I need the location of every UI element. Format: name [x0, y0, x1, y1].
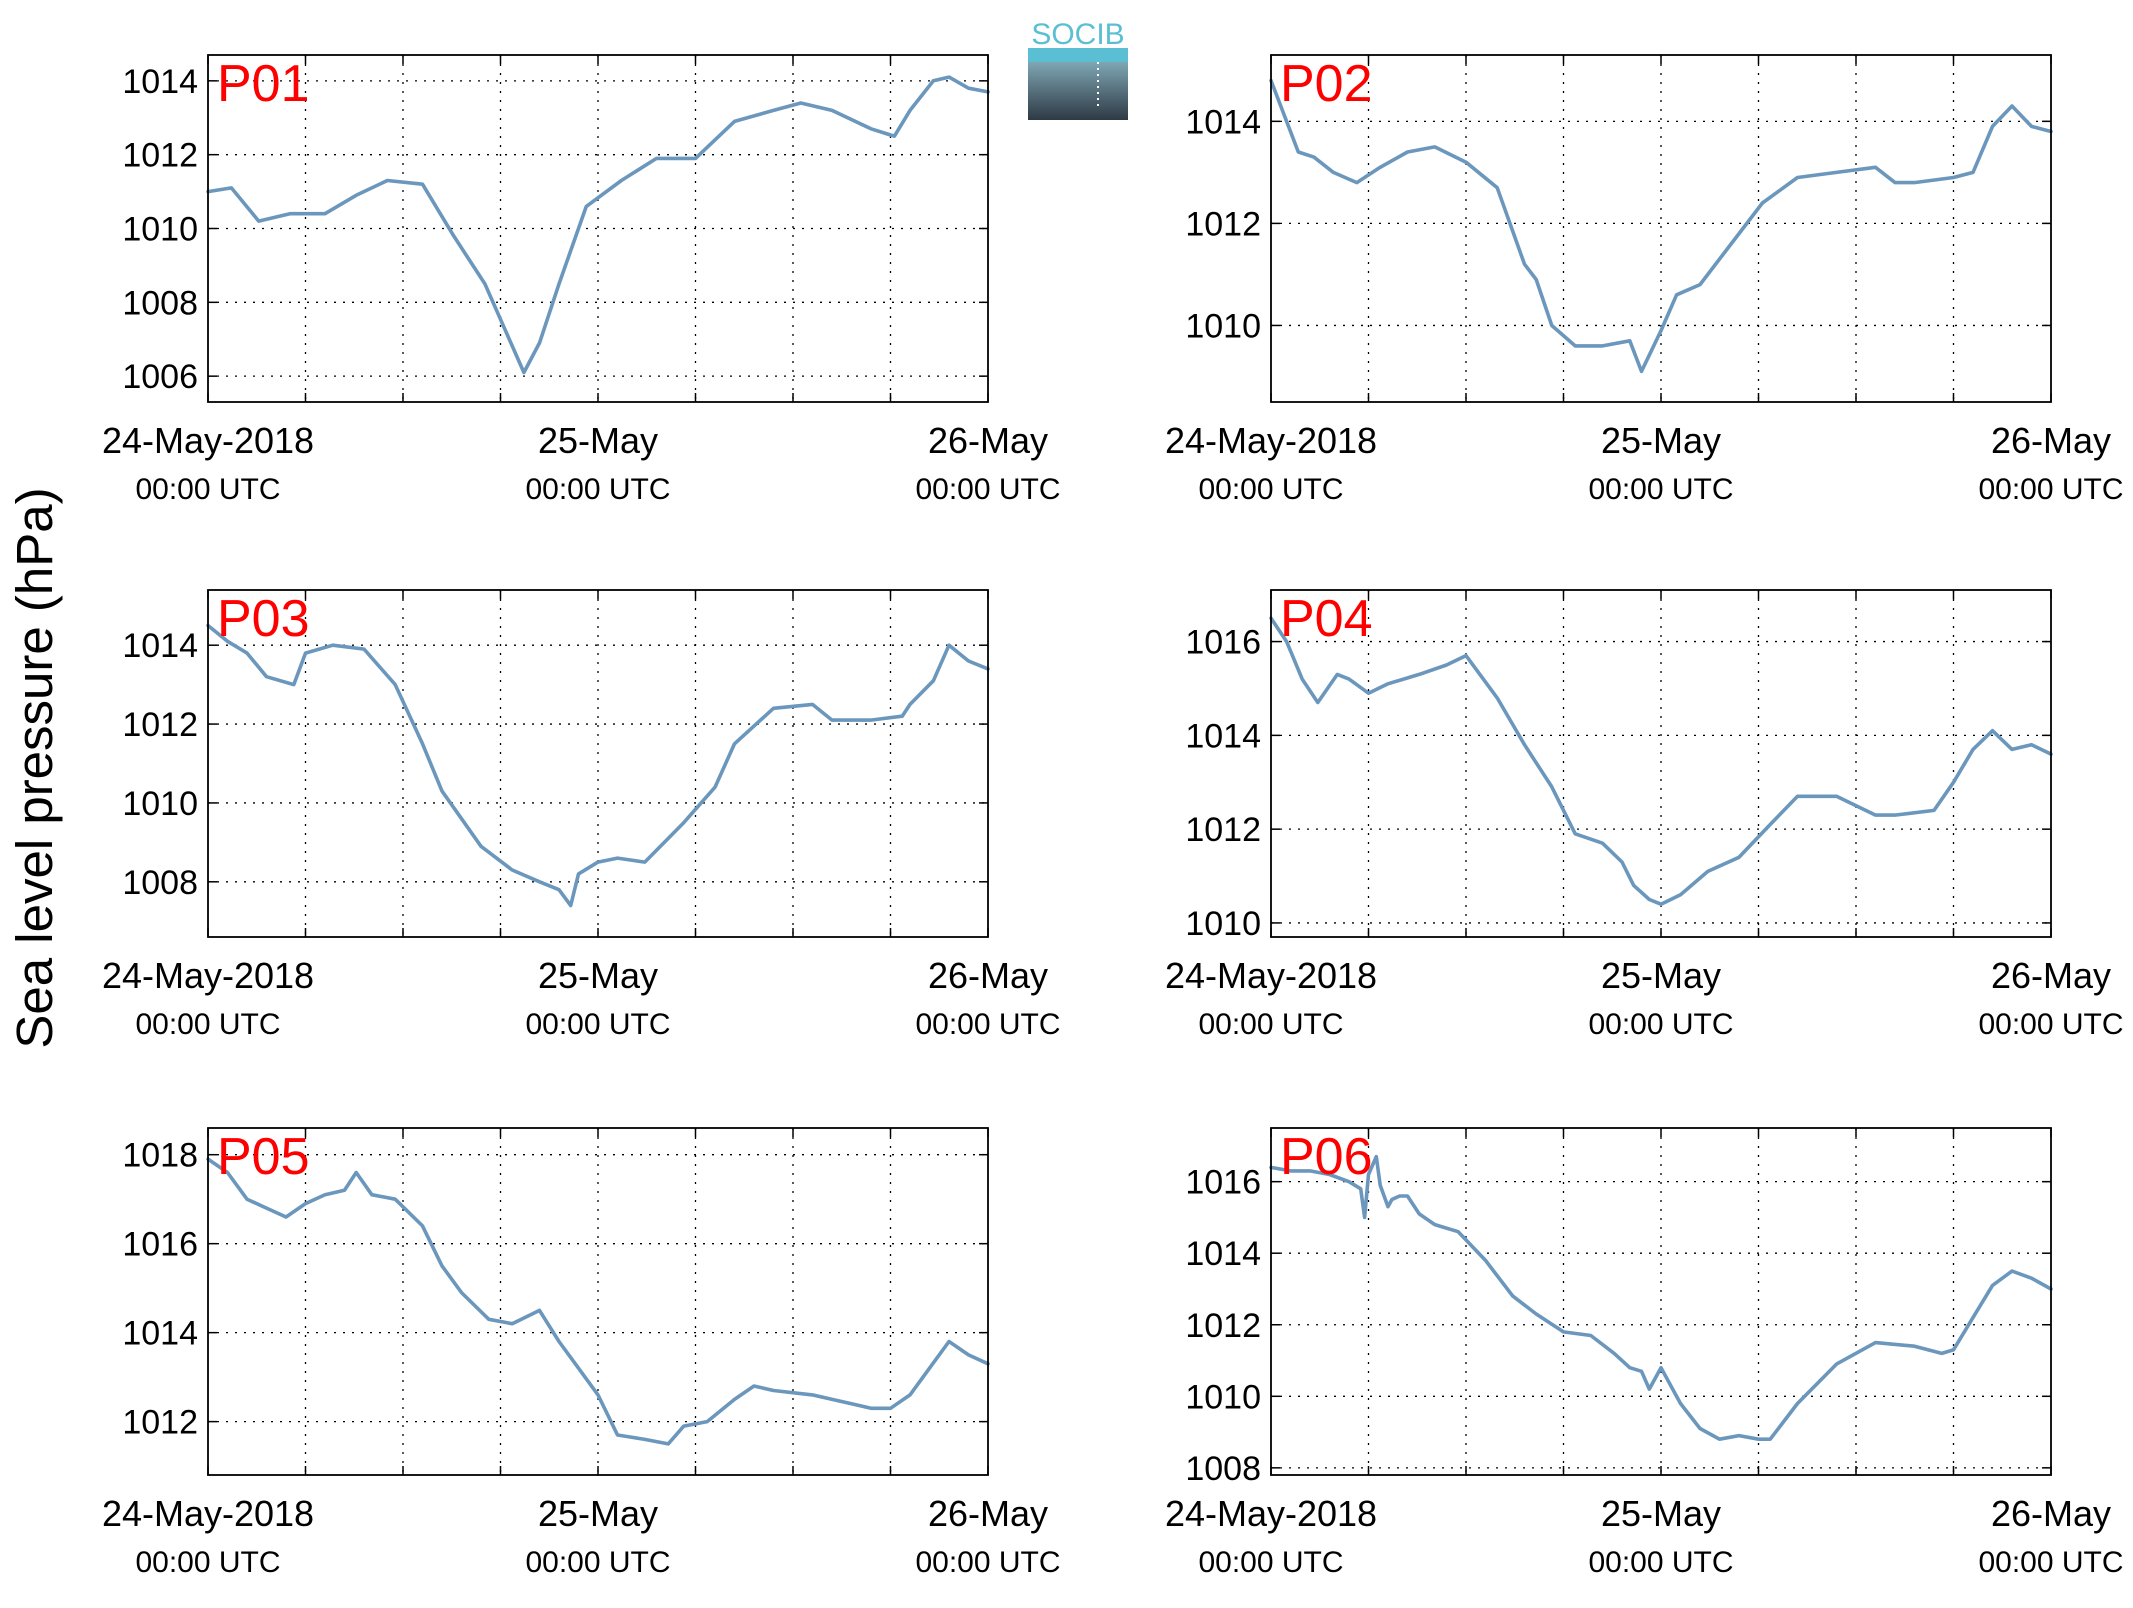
x-tick-label-date: 25-May: [538, 955, 658, 996]
series-line: [206, 623, 990, 908]
x-tick-label-time: 00:00 UTC: [915, 1546, 1060, 1579]
series-line: [1269, 78, 2053, 374]
series-line: [1269, 616, 2053, 907]
x-tick-label-time: 00:00 UTC: [135, 1546, 280, 1579]
x-tick-label-date: 26-May: [1991, 420, 2111, 461]
y-tick-label: 1018: [122, 1137, 198, 1175]
x-tick-label-date: 25-May: [1601, 955, 1721, 996]
panels: 1006 1008 1010 1012 1014 24-May-2018 00:00 UTC…: [102, 54, 2124, 1579]
x-tick-label-date: 26-May: [928, 1493, 1048, 1534]
x-tick-label-time: 00:00 UTC: [1978, 1008, 2123, 1041]
socib-logo: SOCIB: [1028, 18, 1128, 120]
panel-p02: 1010 1012 1014 24-May-2018 00:00 UTC 25-May 00…: [1165, 54, 2124, 506]
x-tick-label-date: 26-May: [928, 955, 1048, 996]
axes-frame: [1270, 1127, 2052, 1476]
x-tick-label-date: 24-May-2018: [102, 420, 314, 461]
y-tick-label: 1008: [1185, 1450, 1261, 1488]
y-tick-label: 1014: [1185, 103, 1261, 141]
y-tick-label: 1012: [1185, 205, 1261, 243]
axes-frame: [1270, 589, 2052, 938]
y-tick-label: 1014: [1185, 1235, 1261, 1273]
x-tick-label-time: 00:00 UTC: [1978, 473, 2123, 506]
y-tick-label: 1014: [122, 1315, 198, 1353]
panel-label: P04: [1280, 590, 1373, 648]
x-tick-label-date: 25-May: [538, 420, 658, 461]
panel-p05: 1012 1014 1016 1018 24-May-2018 00:00 UTC 25-M…: [102, 1127, 1061, 1579]
x-tick-label-time: 00:00 UTC: [1198, 1008, 1343, 1041]
panel-label: P03: [217, 590, 310, 648]
x-tick-label-date: 24-May-2018: [1165, 1493, 1377, 1534]
x-tick-label-time: 00:00 UTC: [915, 1008, 1060, 1041]
y-tick-label: 1010: [1185, 1378, 1261, 1416]
series-line: [206, 1157, 990, 1446]
series-line: [1269, 1154, 2053, 1441]
x-tick-label-date: 25-May: [1601, 1493, 1721, 1534]
y-tick-label: 1010: [1185, 905, 1261, 943]
x-tick-label-time: 00:00 UTC: [1588, 1008, 1733, 1041]
series-line: [206, 75, 990, 375]
panel-p03: 1008 1010 1012 1014 24-May-2018 00:00 UTC 25-M…: [102, 589, 1061, 1041]
logo-text: SOCIB: [1031, 18, 1124, 51]
axes-frame: [207, 54, 989, 403]
logo-bar-top: [1028, 48, 1128, 62]
x-tick-label-date: 24-May-2018: [102, 955, 314, 996]
panel-p01: 1006 1008 1010 1012 1014 24-May-2018 00:00 UTC…: [102, 54, 1061, 506]
y-tick-label: 1010: [1185, 307, 1261, 345]
x-tick-label-time: 00:00 UTC: [135, 1008, 280, 1041]
y-tick-label: 1006: [122, 358, 198, 396]
panel-label: P01: [217, 55, 310, 113]
x-tick-label-time: 00:00 UTC: [1588, 1546, 1733, 1579]
y-axis-label: Sea level pressure (hPa): [6, 487, 63, 1048]
axes-frame: [1270, 54, 2052, 403]
x-tick-label-time: 00:00 UTC: [1198, 473, 1343, 506]
y-tick-label: 1012: [122, 137, 198, 175]
x-tick-label-time: 00:00 UTC: [525, 1546, 670, 1579]
logo-block: [1028, 62, 1128, 120]
x-tick-label-date: 25-May: [1601, 420, 1721, 461]
x-tick-label-date: 26-May: [1991, 955, 2111, 996]
x-tick-label-time: 00:00 UTC: [1588, 473, 1733, 506]
y-tick-label: 1012: [122, 706, 198, 744]
panel-label: P02: [1280, 55, 1373, 113]
x-tick-label-time: 00:00 UTC: [1978, 1546, 2123, 1579]
x-tick-label-time: 00:00 UTC: [915, 473, 1060, 506]
x-tick-label-date: 24-May-2018: [102, 1493, 314, 1534]
x-tick-label-date: 24-May-2018: [1165, 955, 1377, 996]
y-tick-label: 1008: [122, 284, 198, 322]
y-tick-label: 1012: [122, 1404, 198, 1442]
axes-frame: [207, 1127, 989, 1476]
x-tick-label-time: 00:00 UTC: [135, 473, 280, 506]
panel-p04: 1010 1012 1014 1016 24-May-2018 00:00 UTC 25-M…: [1165, 589, 2124, 1041]
x-tick-label-date: 26-May: [928, 420, 1048, 461]
y-tick-label: 1012: [1185, 811, 1261, 849]
x-tick-label-time: 00:00 UTC: [1198, 1546, 1343, 1579]
axes-frame: [207, 589, 989, 938]
panel-label: P06: [1280, 1128, 1373, 1186]
y-tick-label: 1010: [122, 785, 198, 823]
x-tick-label-time: 00:00 UTC: [525, 1008, 670, 1041]
y-tick-label: 1014: [122, 63, 198, 101]
panel-label: P05: [217, 1128, 310, 1186]
x-tick-label-date: 25-May: [538, 1493, 658, 1534]
y-tick-label: 1016: [122, 1226, 198, 1264]
y-tick-label: 1012: [1185, 1307, 1261, 1345]
y-tick-label: 1016: [1185, 624, 1261, 662]
y-tick-label: 1016: [1185, 1164, 1261, 1202]
y-tick-label: 1014: [122, 627, 198, 665]
panel-p06: 1008 1010 1012 1014 1016 24-May-2018 00:00 UTC…: [1165, 1127, 2124, 1579]
y-tick-label: 1014: [1185, 717, 1261, 755]
x-tick-label-time: 00:00 UTC: [525, 473, 670, 506]
y-tick-label: 1010: [122, 211, 198, 249]
x-tick-label-date: 26-May: [1991, 1493, 2111, 1534]
y-tick-label: 1008: [122, 864, 198, 902]
x-tick-label-date: 24-May-2018: [1165, 420, 1377, 461]
